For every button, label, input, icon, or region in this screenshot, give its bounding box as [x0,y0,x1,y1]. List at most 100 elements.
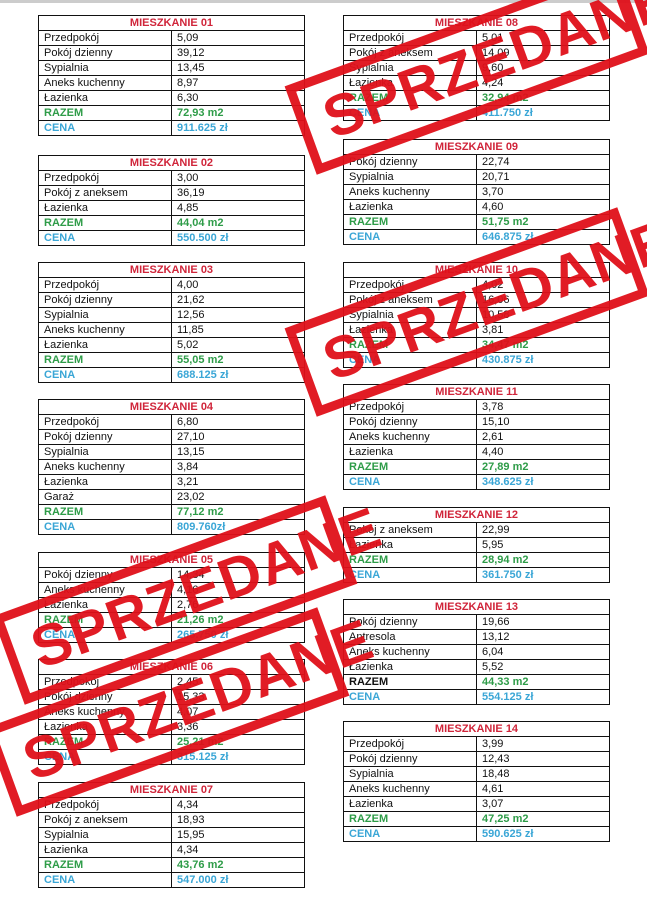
total-area: 44,04 m2 [171,215,305,231]
price-value: 411.750 zł [476,105,610,121]
room-area: 36,19 [171,185,305,201]
room-row: Sypialnia 15,95 [38,827,305,843]
room-row: Aneks kuchenny 3,70 [343,184,610,200]
price-value: 688.125 zł [171,367,305,383]
room-area: 3,70 [476,184,610,200]
total-area: 47,25 m2 [476,811,610,827]
room-area: 4,61 [476,781,610,797]
price-value: 809.760zł [171,519,305,535]
room-area: 20,71 [476,169,610,185]
room-name: Sypialnia [38,827,172,843]
room-name: Pokój z aneksem [343,45,477,61]
room-row: Przedpokój 3,78 [343,399,610,415]
room-row: Pokój dzienny 27,10 [38,429,305,445]
apartment-title: MIESZKANIE 02 [38,155,305,171]
apartment-table: MIESZKANIE 10 Przedpokój 4,02 Pokój z aneks… [343,262,610,368]
room-row: Pokój dzienny 15,10 [343,414,610,430]
room-row: Sypialnia 20,71 [343,169,610,185]
total-area: 28,94 m2 [476,552,610,568]
room-name: Sypialnia [343,169,477,185]
price-value: 315.125 zł [171,749,305,765]
price-label: CENA [343,105,477,121]
room-row: Łazienka 4,60 [343,199,610,215]
price-value: 590.625 zł [476,826,610,842]
price-value: 646.875 zł [476,229,610,245]
room-area: 3,99 [476,736,610,752]
room-name: Przedpokój [343,399,477,415]
room-name: Sypialnia [38,60,172,76]
room-area: 15,95 [171,827,305,843]
price-label: CENA [343,826,477,842]
room-name: Pokój dzienny [38,567,172,583]
room-area: 4,07 [171,704,305,720]
price-value: 430.875 zł [476,352,610,368]
total-label: RAZEM [38,352,172,368]
room-area: 27,10 [171,429,305,445]
room-name: Przedpokój [343,736,477,752]
room-name: Pokój dzienny [38,429,172,445]
room-row: Łazienka 6,30 [38,90,305,106]
apartment-table: MIESZKANIE 05 Pokój dzienny 14,34 Aneks kuc… [38,552,305,643]
price-label: CENA [38,872,172,888]
room-area: 18,48 [476,766,610,782]
apartment-title: MIESZKANIE 04 [38,399,305,415]
room-area: 21,62 [171,292,305,308]
total-area: 27,89 m2 [476,459,610,475]
room-row: Aneks kuchenny 3,84 [38,459,305,475]
room-name: Przedpokój [38,414,172,430]
room-name: Sypialnia [38,444,172,460]
apartment-table: MIESZKANIE 11 Przedpokój 3,78 Pokój dzienny… [343,384,610,490]
total-label: RAZEM [343,674,477,690]
room-row: Garaż 23,02 [38,489,305,505]
room-area: 3,78 [476,399,610,415]
room-area: 4,34 [171,797,305,813]
apartment-table: MIESZKANIE 12 Pokój z aneksem 22,99 Łazienk… [343,507,610,583]
room-area: 4,34 [171,842,305,858]
total-area: 72,93 m2 [171,105,305,121]
room-area: 8,97 [171,75,305,91]
room-row: Pokój dzienny 19,66 [343,614,610,630]
room-area: 3,00 [171,170,305,186]
apartment-title: MIESZKANIE 11 [343,384,610,400]
room-name: Pokój dzienny [343,414,477,430]
price-label: CENA [38,230,172,246]
room-row: Łazienka 3,81 [343,322,610,338]
room-area: 12,43 [476,751,610,767]
room-row: Aneks kuchenny 11,85 [38,322,305,338]
room-row: Łazienka 3,07 [343,796,610,812]
room-name: Łazienka [38,200,172,216]
total-label: RAZEM [343,811,477,827]
apartment-title: MIESZKANIE 03 [38,262,305,278]
room-row: Łazienka 4,24 [343,75,610,91]
apartment-title: MIESZKANIE 01 [38,15,305,31]
room-name: Przedpokój [38,674,172,690]
room-name: Aneks kuchenny [38,459,172,475]
room-row: Przedpokój 5,09 [38,30,305,46]
price-label: CENA [38,367,172,383]
apartment-table: MIESZKANIE 01 Przedpokój 5,09 Pokój dzienny… [38,15,305,136]
room-name: Łazienka [38,474,172,490]
room-row: Łazienka 4,85 [38,200,305,216]
room-row: Łazienka 5,95 [343,537,610,553]
price-value: 361.750 zł [476,567,610,583]
room-row: Przedpokój 6,80 [38,414,305,430]
room-name: Przedpokój [38,170,172,186]
total-label: RAZEM [343,337,477,353]
total-area: 44,33 m2 [476,674,610,690]
room-name: Łazienka [343,444,477,460]
total-area: 77,12 m2 [171,504,305,520]
room-area: 13,15 [171,444,305,460]
price-value: 911.625 zł [171,120,305,136]
apartment-table: MIESZKANIE 04 Przedpokój 6,80 Pokój dzienny… [38,399,305,535]
room-name: Pokój dzienny [38,689,172,705]
room-name: Garaż [38,489,172,505]
room-row: Łazienka 3,21 [38,474,305,490]
room-row: Przedpokój 4,02 [343,277,610,293]
room-row: Aneks kuchenny 2,61 [343,429,610,445]
room-row: Pokój dzienny 15,33 [38,689,305,705]
room-area: 22,74 [476,154,610,170]
room-name: Aneks kuchenny [38,322,172,338]
total-label: RAZEM [38,504,172,520]
apartment-title: MIESZKANIE 05 [38,552,305,568]
room-row: Pokój dzienny 12,43 [343,751,610,767]
